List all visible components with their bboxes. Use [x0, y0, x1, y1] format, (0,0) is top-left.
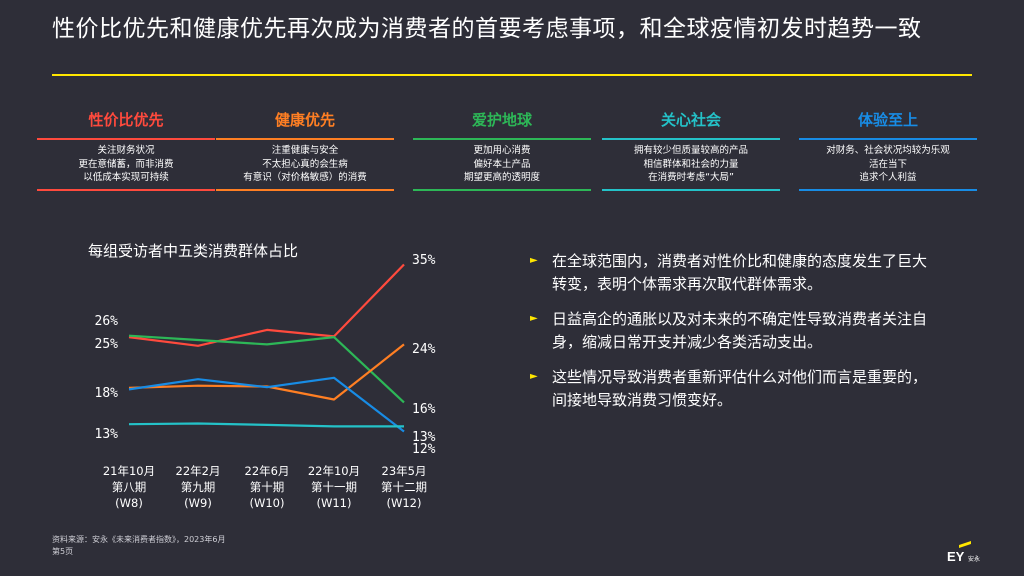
segment-description-line: 对财务、社会状况均较为乐观: [826, 145, 950, 156]
logo-subtext: 安永: [968, 555, 980, 563]
segment-description-line: 在消费时考虑“大局”: [648, 172, 734, 183]
segment-bottom-rule: [413, 188, 591, 191]
segment-column: 健康优先注重健康与安全 不太担心真的会生病有意识（对价格敏感）的消费: [216, 108, 394, 191]
segment-description-line: 追求个人利益: [859, 172, 917, 183]
segment-description-line: 更在意储蓄，而非消费: [78, 158, 174, 170]
segment-description-line: 相信群体和社会的力量: [643, 158, 739, 170]
logo-text: EY: [947, 549, 965, 564]
series-line: [128, 376, 405, 433]
segment-top-rule: [413, 138, 591, 140]
x-tick-label: (W9): [184, 496, 212, 510]
bullet-item: ► 这些情况导致消费者重新评估什么对他们而言是重要的，间接地导致消费习惯变好。: [530, 366, 930, 412]
segment-title: 爱护地球: [471, 111, 532, 129]
segment-description-line: 更加用心消费: [473, 145, 531, 156]
series-line: [128, 334, 405, 404]
segment-top-rule: [37, 138, 215, 140]
segment-description-line: 期望更高的透明度: [463, 172, 540, 183]
segment-description-line: 不太担心真的会生病: [262, 158, 348, 170]
page-title: 性价比优先和健康优先再次成为消费者的首要考虑事项，和全球疫情初发时趋势一致: [52, 16, 922, 42]
segment-top-rule: [799, 138, 977, 140]
bullet-item: ► 在全球范围内，消费者对性价比和健康的态度发生了巨大转变，表明个体需求再次取代…: [530, 250, 930, 296]
x-tick-label: (W8): [115, 496, 143, 510]
segment-column: 爱护地球更加用心消费 偏好本土产品 期望更高的透明度: [413, 108, 591, 191]
source-note: 资料来源：安永《未来消费者指数》，2023年6月: [52, 535, 226, 544]
x-tick-label: 22年6月: [245, 464, 290, 478]
chart-title: 每组受访者中五类消费群体占比: [88, 242, 299, 260]
bullet-item: ► 日益高企的通胀以及对未来的不确定性导致消费者关注自身，缩减日常开支并减少各类…: [530, 308, 930, 354]
bullet-triangle-icon: ►: [530, 313, 538, 324]
series-line: [128, 343, 405, 401]
bullet-triangle-icon: ►: [530, 371, 538, 382]
segment-description-line: 偏好本土产品: [473, 158, 531, 170]
segment-top-rule: [602, 138, 780, 140]
start-value-label: 25%: [95, 337, 119, 352]
x-tick-label: 21年10月: [103, 464, 155, 478]
end-value-label: 12%: [412, 442, 436, 457]
x-tick-label: (W11): [317, 496, 352, 510]
start-value-label: 26%: [95, 314, 119, 329]
segment-column: 性价比优先关注财务状况更在意储蓄，而非消费 以低成本实现可持续: [37, 108, 215, 191]
segment-title: 体验至上: [857, 111, 918, 129]
segment-title: 性价比优先: [88, 111, 164, 129]
segment-description-line: 关注财务状况: [97, 145, 155, 156]
segment-title: 健康优先: [274, 111, 335, 129]
end-value-label: 16%: [412, 402, 436, 417]
segment-bottom-rule: [37, 188, 215, 191]
footnote: 资料来源：安永《未来消费者指数》，2023年6月 第5页: [52, 534, 225, 558]
x-tick-label: 23年5月: [382, 464, 427, 478]
page-number: 第5页: [52, 547, 74, 556]
bullet-triangle-icon: ►: [530, 255, 538, 266]
segment-bottom-rule: [216, 188, 394, 191]
bullet-text: 在全球范围内，消费者对性价比和健康的态度发生了巨大转变，表明个体需求再次取代群体…: [552, 252, 928, 293]
ey-logo: EY 安永: [947, 541, 980, 564]
end-value-label: 35%: [412, 253, 436, 268]
x-tick-label: 第十一期: [311, 480, 357, 494]
segment-description-line: 拥有较少但质量较高的产品: [633, 145, 748, 156]
segment-column: 体验至上对财务、社会状况均较为乐观 活在当下追求个人利益: [799, 108, 977, 191]
x-tick-label: 第九期: [181, 480, 216, 494]
segment-description-line: 活在当下: [868, 158, 907, 170]
x-tick-label: 22年10月: [308, 464, 360, 478]
x-tick-label: 22年2月: [176, 464, 221, 478]
end-value-label: 24%: [412, 342, 436, 357]
bullet-text: 这些情况导致消费者重新评估什么对他们而言是重要的，间接地导致消费习惯变好。: [552, 368, 928, 409]
x-tick-label: (W10): [250, 496, 285, 510]
series-line: [128, 263, 405, 347]
segment-title: 关心社会: [660, 111, 721, 129]
title-underline: [52, 74, 972, 76]
start-value-label: 13%: [95, 427, 119, 442]
segment-bottom-rule: [602, 188, 780, 191]
series-line: [128, 422, 404, 428]
bullet-text: 日益高企的通胀以及对未来的不确定性导致消费者关注自身，缩减日常开支并减少各类活动…: [552, 310, 928, 351]
segment-top-rule: [216, 138, 394, 140]
bullet-list: ► 在全球范围内，消费者对性价比和健康的态度发生了巨大转变，表明个体需求再次取代…: [530, 250, 930, 424]
segment-description-line: 注重健康与安全: [271, 145, 339, 156]
segment-description-line: 有意识（对价格敏感）的消费: [243, 172, 367, 183]
x-tick-label: 第十二期: [381, 480, 427, 494]
start-value-label: 18%: [95, 386, 119, 401]
segment-description-line: 以低成本实现可持续: [83, 172, 169, 183]
end-value-label: 13%: [412, 430, 436, 445]
segment-column: 关心社会拥有较少但质量较高的产品 相信群体和社会的力量 在消费时考虑“大局”: [602, 108, 780, 191]
x-tick-label: 第十期: [250, 480, 285, 494]
segment-bottom-rule: [799, 188, 977, 191]
logo-beam: [959, 541, 971, 548]
x-tick-label: (W12): [387, 496, 422, 510]
x-tick-label: 第八期: [112, 480, 147, 494]
